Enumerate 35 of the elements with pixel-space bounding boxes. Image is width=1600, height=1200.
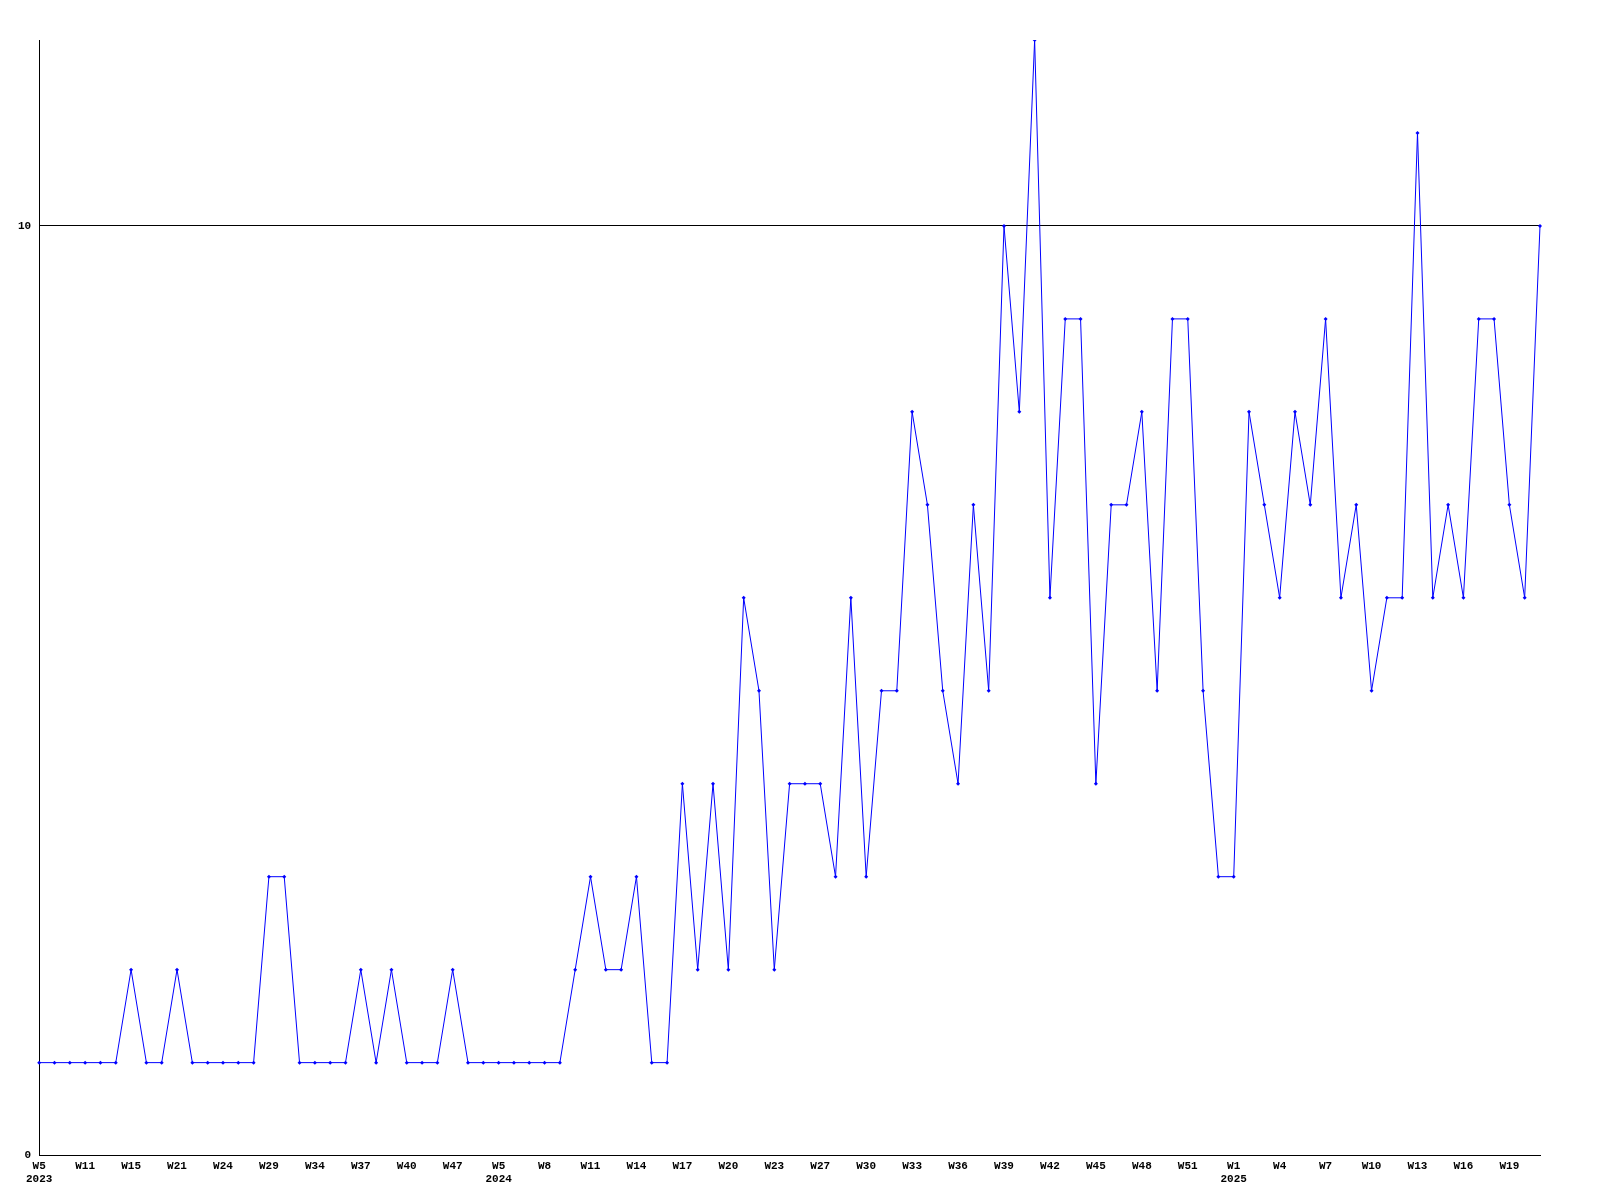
x-tick-label: W30 [856,1159,877,1172]
x-tick-label: W14 [626,1159,647,1172]
x-tick-label: W5 2023 [26,1159,53,1186]
x-tick-label: W8 [537,1159,552,1172]
x-tick-label: W11 [75,1159,96,1172]
x-tick-label: W37 [350,1159,371,1172]
x-tick-label: W36 [948,1159,968,1172]
x-tick-label: W11 [580,1159,601,1172]
x-tick-label: W24 [213,1159,234,1172]
x-tick-label: W7 [1319,1159,1333,1172]
x-tick-label: W27 [810,1159,831,1172]
x-tick-label: W48 [1131,1159,1153,1172]
x-tick-label: W13 [1407,1159,1428,1172]
x-tick-label: W47 [442,1159,463,1172]
x-tick-label: W40 [396,1159,417,1172]
x-tick-label: W17 [672,1159,693,1172]
x-tick-label: W10 [1361,1159,1382,1172]
y-tick-label: 0 [24,1149,32,1162]
x-tick-label: W16 [1453,1159,1474,1172]
x-tick-label: W34 [304,1159,326,1172]
x-tick-label: W39 [994,1159,1014,1172]
x-tick-label: W20 [718,1159,739,1172]
x-tick-label: W42 [1040,1159,1060,1172]
x-tick-label: W51 [1177,1159,1199,1172]
x-tick-label: W4 [1273,1159,1287,1172]
y-tick-label: 10 [18,219,32,232]
x-tick-label: W1 2025 [1220,1159,1248,1186]
x-tick-label: W33 [902,1159,923,1172]
x-tick-label: W23 [764,1159,785,1172]
x-tick-label: W5 2024 [485,1159,513,1186]
x-tick-label: W19 [1499,1159,1520,1172]
x-tick-label: W15 [121,1159,142,1172]
x-tick-label: W29 [259,1159,279,1172]
x-tick-label: W45 [1085,1159,1107,1172]
x-tick-label: W21 [167,1159,188,1172]
